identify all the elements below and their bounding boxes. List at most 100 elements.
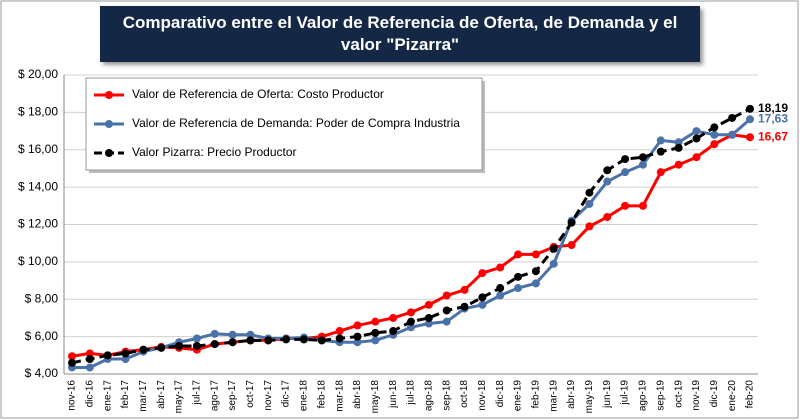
x-tick-label: may-17 — [174, 380, 185, 414]
x-tick-label: sep-17 — [227, 380, 238, 411]
data-point — [121, 355, 130, 364]
data-point — [460, 302, 469, 311]
x-tick-label: ago-18 — [423, 380, 434, 412]
x-tick-label: oct-17 — [245, 380, 256, 408]
data-point — [692, 134, 701, 143]
data-point — [585, 199, 594, 208]
data-point — [531, 250, 540, 259]
data-point — [139, 345, 148, 354]
data-point — [585, 222, 594, 231]
x-tick-label: ago-17 — [209, 380, 220, 412]
data-point — [264, 336, 273, 345]
x-tick-label: dic-19 — [709, 380, 720, 408]
data-point — [210, 329, 219, 338]
y-tick-label: $ 4,00 — [25, 366, 59, 380]
data-point — [389, 327, 398, 336]
data-point — [496, 263, 505, 272]
data-point — [478, 300, 487, 309]
data-point — [656, 147, 665, 156]
data-point — [103, 351, 112, 360]
legend-marker — [105, 91, 113, 99]
data-point — [192, 341, 201, 350]
x-tick-label: may-19 — [584, 380, 595, 414]
data-point — [228, 330, 237, 339]
data-point — [549, 259, 558, 268]
x-tick-label: sep-18 — [441, 380, 452, 411]
data-point — [353, 338, 362, 347]
x-tick-label: ago-19 — [638, 380, 649, 412]
data-point — [210, 340, 219, 349]
chart-title: Comparativo entre el Valor de Referencia… — [100, 6, 700, 62]
data-point — [246, 330, 255, 339]
data-point — [157, 343, 166, 352]
data-point — [656, 168, 665, 177]
x-tick-label: may-18 — [370, 380, 381, 414]
data-point — [621, 201, 630, 210]
data-point — [68, 358, 76, 367]
data-point — [549, 244, 558, 253]
data-point — [389, 313, 398, 322]
data-point — [746, 115, 754, 124]
data-point — [442, 291, 451, 300]
x-tick-label: sep-19 — [655, 380, 666, 411]
data-point — [246, 336, 255, 345]
data-point — [710, 140, 719, 149]
y-tick-label: $ 12,00 — [18, 217, 58, 231]
legend-label: Valor de Referencia de Oferta: Costo Pro… — [132, 87, 384, 101]
data-point — [424, 300, 433, 309]
data-point — [371, 336, 380, 345]
x-tick-label: jul-19 — [620, 380, 631, 406]
data-point — [85, 349, 94, 358]
data-point — [638, 153, 647, 162]
data-point — [621, 155, 630, 164]
x-tick-label: oct-19 — [673, 380, 684, 408]
data-point — [121, 349, 130, 358]
legend — [85, 77, 483, 171]
x-tick-label: feb-18 — [316, 380, 327, 409]
data-point — [728, 113, 737, 122]
legend-marker — [105, 120, 113, 128]
x-tick-label: feb-20 — [745, 380, 756, 409]
x-tick-label: dic-18 — [495, 380, 506, 408]
data-point — [746, 133, 754, 142]
data-point — [478, 269, 487, 278]
y-tick-label: $ 6,00 — [25, 329, 59, 343]
data-point — [514, 250, 523, 259]
data-point — [228, 338, 237, 347]
x-tick-label: jun-18 — [388, 380, 399, 409]
data-point — [674, 143, 683, 152]
x-tick-label: abr-18 — [352, 380, 363, 409]
data-point — [407, 308, 415, 317]
data-point — [442, 306, 451, 315]
data-point — [496, 284, 505, 293]
data-label: 17,63 — [758, 111, 788, 125]
x-tick-label: jul-17 — [192, 380, 203, 406]
data-point — [424, 313, 433, 322]
data-point — [656, 136, 665, 145]
data-point — [638, 160, 647, 169]
y-tick-label: $ 18,00 — [18, 105, 58, 119]
data-point — [603, 177, 612, 186]
data-point — [531, 279, 540, 288]
data-point — [603, 213, 612, 222]
x-tick-label: abr-19 — [566, 380, 577, 409]
data-point — [407, 323, 415, 332]
x-tick-label: ene-19 — [513, 380, 524, 412]
x-tick-label: nov-17 — [263, 380, 274, 411]
data-point — [68, 352, 76, 361]
x-tick-label: feb-19 — [531, 380, 542, 409]
x-tick-label: mar-19 — [548, 380, 559, 412]
x-tick-label: ene-20 — [727, 380, 738, 412]
x-tick-label: mar-18 — [334, 380, 345, 412]
data-point — [442, 317, 451, 326]
y-tick-label: $ 20,00 — [18, 67, 58, 81]
data-point — [585, 188, 594, 197]
data-point — [531, 267, 540, 276]
y-tick-label: $ 14,00 — [18, 179, 58, 193]
data-point — [478, 293, 487, 302]
x-tick-label: dic-17 — [281, 380, 292, 408]
data-point — [282, 335, 291, 344]
x-tick-label: mar-17 — [138, 380, 149, 412]
